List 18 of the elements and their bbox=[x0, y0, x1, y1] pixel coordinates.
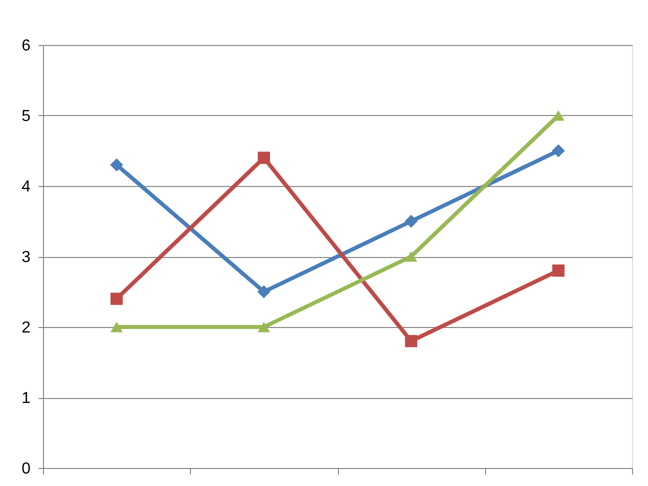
point bbox=[258, 152, 270, 164]
point bbox=[110, 292, 123, 305]
y-tick-label: 4 bbox=[22, 178, 31, 196]
point bbox=[552, 264, 564, 277]
point bbox=[405, 251, 418, 262]
y-tick-label: 1 bbox=[22, 390, 31, 407]
y-tick-label: 2 bbox=[22, 320, 31, 336]
point bbox=[110, 322, 123, 332]
y-tick-label: 6 bbox=[22, 38, 31, 54]
y-tick-label: 3 bbox=[22, 249, 31, 266]
point bbox=[257, 285, 270, 298]
point bbox=[404, 214, 418, 228]
y-tick-label: 0 bbox=[22, 460, 31, 478]
point bbox=[258, 322, 270, 332]
point bbox=[552, 144, 565, 158]
point bbox=[110, 158, 124, 172]
y-tick-label: 5 bbox=[22, 108, 31, 125]
point bbox=[405, 334, 418, 348]
